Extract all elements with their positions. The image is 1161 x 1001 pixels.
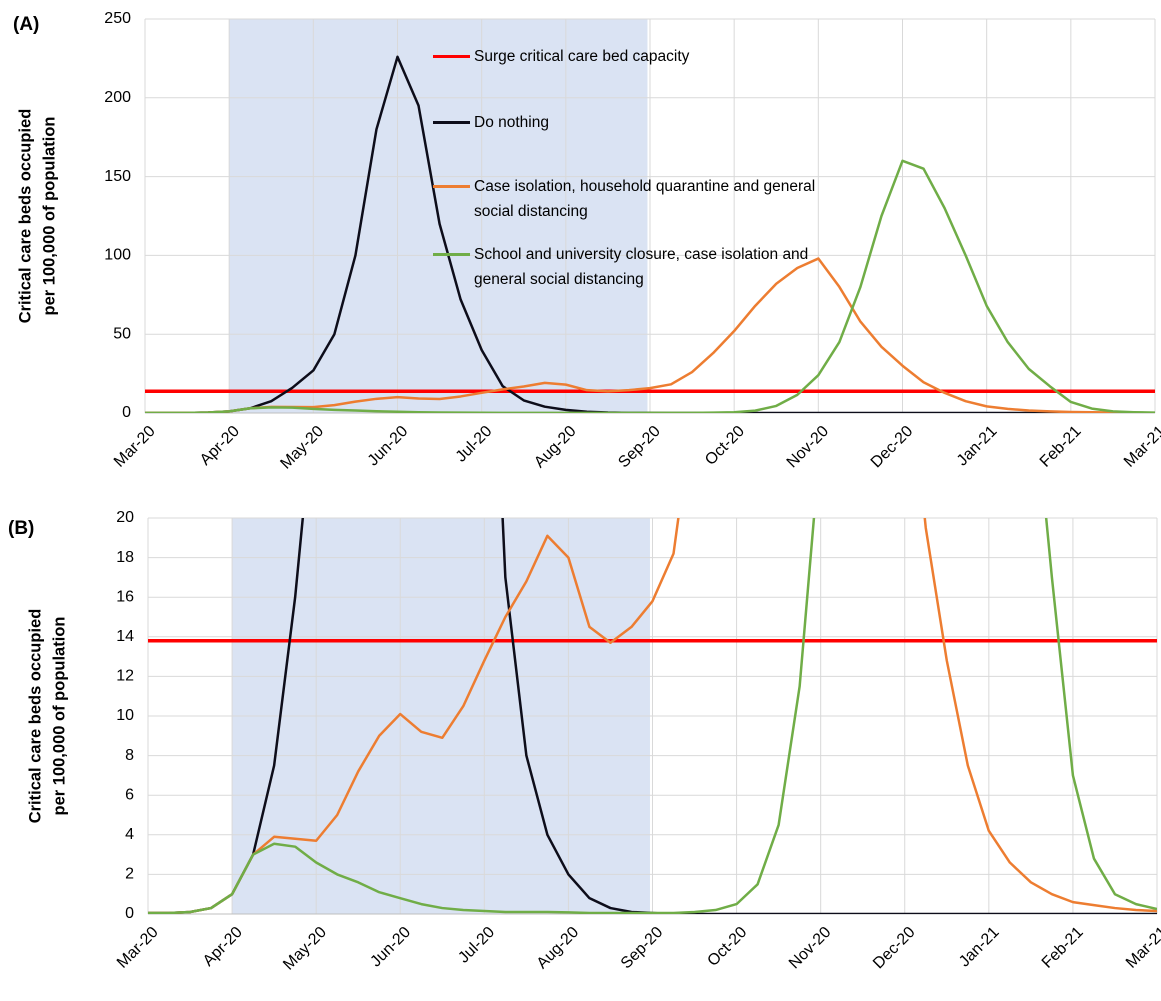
legend-swatch [433,121,470,124]
legend-item: Surge critical care bed capacity [433,44,829,69]
y-tick-label: 14 [116,628,134,645]
series-line [145,159,1155,413]
y-tick-label: 0 [125,905,134,922]
x-tick-label: Jan-21 [954,423,1001,470]
legend-item: School and university closure, case isol… [433,242,829,292]
x-tick-label: Apr-20 [200,924,246,970]
x-tick-label: May-20 [277,423,327,473]
x-tick-label: Jun-20 [367,924,414,971]
legend-swatch [433,253,470,256]
panel-label: (B) [8,518,34,539]
x-tick-label: Apr-20 [197,423,243,469]
legend-label: Do nothing [474,114,549,131]
legend-item: Case isolation, household quarantine and… [433,174,829,224]
x-tick-label: Oct-20 [704,924,750,970]
x-tick-label: Dec-20 [868,423,917,472]
x-tick-label: Feb-21 [1039,924,1087,972]
panel-label: (A) [13,14,39,35]
x-tick-label: Mar-21 [1123,924,1161,972]
y-axis-label: Critical care beds occupied [26,609,44,824]
y-tick-label: 16 [116,588,134,605]
y-tick-label: 250 [104,10,131,27]
x-tick-label: Nov-20 [786,924,835,973]
y-axis-label: per 100,000 of population [40,117,58,316]
x-tick-label: Mar-21 [1121,423,1161,471]
legend-label: School and university closure, case isol… [474,246,809,288]
x-tick-label: Nov-20 [784,423,833,472]
y-tick-label: 18 [116,549,134,566]
x-tick-label: Dec-20 [870,924,919,973]
x-tick-label: Sep-20 [615,423,664,472]
series-line [148,518,1157,914]
legend-label: Surge critical care bed capacity [474,48,690,65]
y-tick-label: 150 [104,168,131,185]
x-tick-label: Mar-20 [111,423,159,471]
y-tick-label: 50 [113,325,131,342]
x-tick-label: Jan-21 [956,924,1003,971]
y-tick-label: 8 [125,747,134,764]
x-tick-label: Aug-20 [531,423,580,472]
x-tick-label: Jul-20 [455,924,498,967]
x-tick-label: Aug-20 [534,924,583,973]
series-line [145,257,1155,413]
y-tick-label: 20 [116,509,134,526]
x-tick-label: Jul-20 [453,423,496,466]
x-tick-label: Jun-20 [365,423,412,470]
x-tick-label: Feb-21 [1037,423,1085,471]
x-tick-label: May-20 [280,924,330,974]
y-tick-label: 200 [104,89,131,106]
y-tick-label: 2 [125,866,134,883]
y-tick-label: 0 [122,404,131,421]
x-tick-label: Sep-20 [618,924,667,973]
y-tick-label: 12 [116,668,134,685]
y-tick-label: 10 [116,707,134,724]
legend-swatch [433,55,470,58]
x-tick-label: Mar-20 [114,924,162,972]
y-tick-label: 6 [125,786,134,803]
y-tick-label: 100 [104,247,131,264]
y-tick-label: 4 [125,826,134,843]
y-axis-label: Critical care beds occupied [16,109,34,324]
series-line [148,518,1157,914]
legend-swatch [433,185,470,188]
legend-item: Do nothing [433,110,829,135]
x-tick-label: Oct-20 [702,423,748,469]
legend-label: Case isolation, household quarantine and… [474,178,816,220]
y-axis-label: per 100,000 of population [50,617,68,816]
